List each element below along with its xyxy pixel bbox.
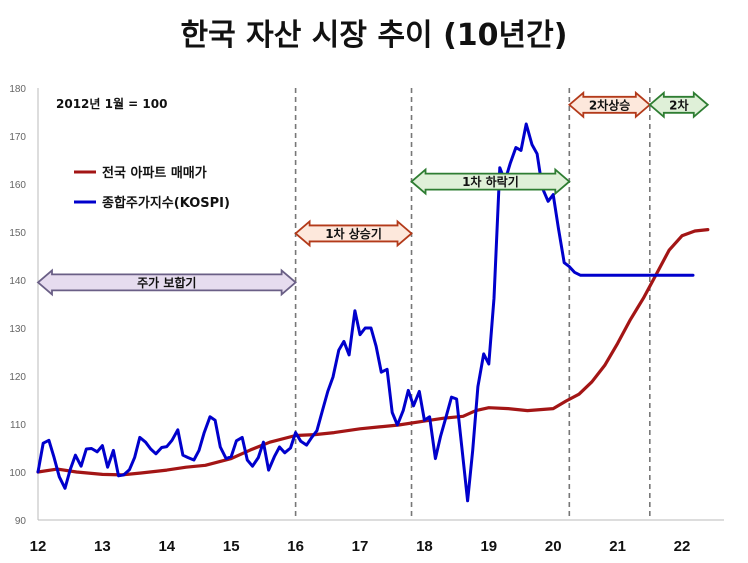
- x-axis-ticks: 12 13 14 15 16 17 18 19 20 21 22: [30, 538, 691, 555]
- y-tick-label-150: 150: [9, 228, 26, 239]
- y-tick-label-170: 170: [9, 132, 26, 143]
- phase-divider-lines: [294, 88, 651, 520]
- x-tick-label-19: 19: [480, 538, 497, 555]
- phase-arrows: 주가 보합기 1차 상승기 1차 하락기 2차상승 2차: [36, 90, 710, 297]
- legend-kospi-label: 종합주가지수(KOSPI): [102, 195, 230, 211]
- series-layer: [36, 122, 710, 503]
- phase-arrow-label-3: 1차 하락기: [462, 174, 519, 189]
- x-tick-label-20: 20: [545, 538, 562, 555]
- y-tick-label-100: 100: [9, 468, 26, 479]
- x-tick-label-12: 12: [30, 538, 47, 555]
- x-tick-label-14: 14: [158, 538, 175, 555]
- phase-arrow-label-1: 주가 보합기: [137, 275, 196, 290]
- x-tick-label-13: 13: [94, 538, 111, 555]
- phase-arrow-1: [36, 268, 297, 297]
- base-note: 2012년 1월 = 100: [56, 96, 167, 111]
- y-axis-ticks: 90 100 110 120 130 140 150 160 170 180: [9, 84, 26, 527]
- phase-arrow-3: [410, 167, 571, 196]
- y-tick-label-120: 120: [9, 372, 26, 383]
- chart-title: 한국 자산 시장 추이 (10년간): [181, 18, 568, 53]
- phase-arrow-2: [294, 219, 413, 248]
- legend-apartment-label: 전국 아파트 매매가: [102, 165, 207, 181]
- phase-arrow-label-5: 2차: [669, 97, 688, 112]
- x-tick-label-22: 22: [674, 538, 691, 555]
- y-tick-label-180: 180: [9, 84, 26, 95]
- x-tick-label-16: 16: [287, 538, 304, 555]
- phase-arrow-5: [648, 90, 710, 119]
- y-tick-label-130: 130: [9, 324, 26, 335]
- x-tick-label-17: 17: [352, 538, 369, 555]
- y-tick-label-90: 90: [15, 516, 27, 527]
- x-tick-label-15: 15: [223, 538, 240, 555]
- y-tick-label-110: 110: [10, 420, 26, 431]
- series-line-apartment: [36, 228, 710, 477]
- x-tick-label-18: 18: [416, 538, 433, 555]
- y-tick-label-140: 140: [9, 276, 26, 287]
- legend: 전국 아파트 매매가 종합주가지수(KOSPI): [74, 165, 230, 211]
- series-line-kospi: [36, 122, 695, 503]
- phase-arrow-label-2: 1차 상승기: [325, 226, 382, 241]
- y-tick-label-160: 160: [9, 180, 26, 191]
- phase-arrow-label-4: 2차상승: [589, 97, 630, 112]
- x-tick-label-21: 21: [609, 538, 626, 555]
